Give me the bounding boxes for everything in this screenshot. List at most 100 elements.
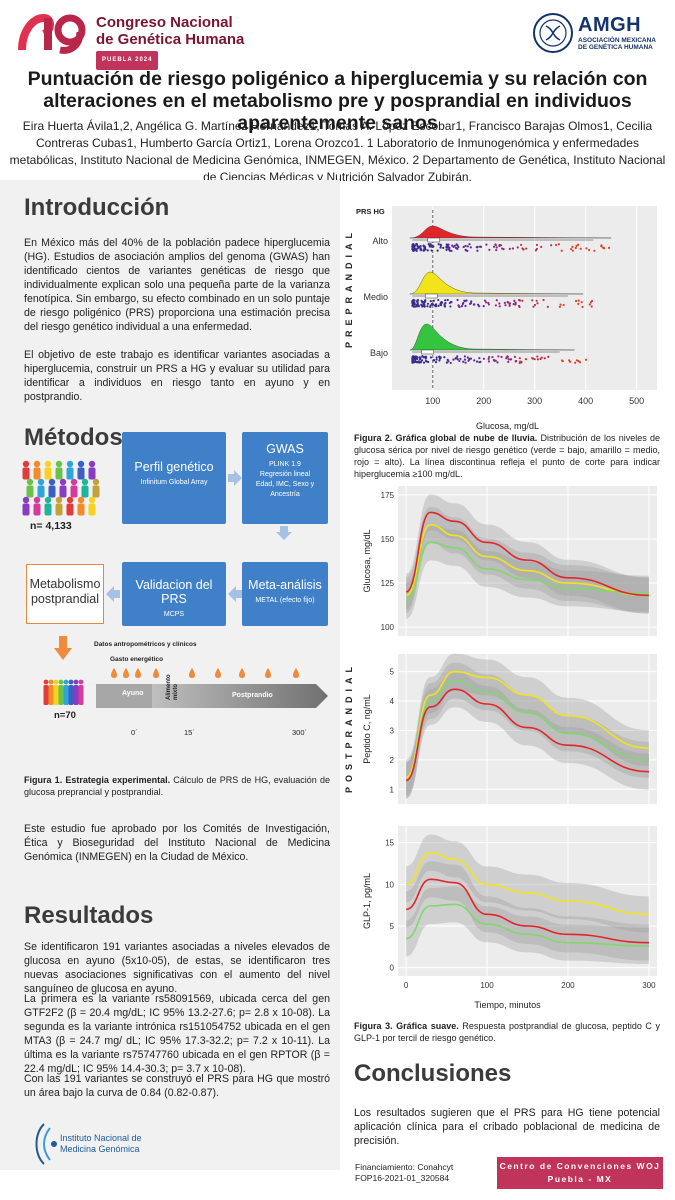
fig2-point (426, 302, 430, 305)
person-head (66, 460, 74, 468)
ethics-text: Este estudio fue aprobado por los Comité… (24, 823, 330, 863)
fig2-point (488, 248, 491, 251)
fig1-caption-bold: Figura 1. Estrategia experimental. (24, 775, 171, 785)
fig2-box (427, 237, 441, 243)
fig2-point (411, 248, 414, 251)
fig2-point (419, 356, 422, 359)
fig2-point (464, 304, 467, 308)
congress-line2: de Genética Humana (96, 31, 245, 48)
timeline-gasto: Gasto energético (110, 656, 164, 663)
fig2-raincloud-chart: 100 200 300 400 500 Alto Medio Bajo (363, 206, 657, 406)
fig2-point (524, 358, 528, 361)
timeline-t15: 15´ (184, 728, 195, 737)
fig2-point (577, 299, 580, 302)
fig3-ytick-label: 5 (390, 922, 395, 931)
fig2-point (476, 360, 479, 363)
person-body (22, 503, 30, 516)
venue-band: Centro de Convenciones WOJ Puebla - MX (497, 1157, 663, 1189)
fig2-point (593, 249, 596, 252)
fig2-point (446, 298, 449, 302)
fig2-point (485, 243, 488, 246)
drop-icon (111, 668, 117, 678)
fig2-point (450, 249, 453, 253)
fig2-point (468, 357, 471, 360)
fig2-point (446, 358, 449, 361)
venue-line2: Puebla - MX (547, 1174, 613, 1184)
fig2-point (600, 245, 603, 248)
person-body (48, 485, 56, 498)
fig2-point (506, 355, 509, 358)
person-body (66, 467, 74, 480)
fig2-point (419, 244, 422, 248)
drop-icon (265, 668, 271, 678)
fig3-ytick-label: 175 (381, 491, 395, 500)
timeline-alimento: Alimento mixto (166, 674, 179, 700)
fig2-point (439, 244, 443, 247)
fig2-point (516, 246, 519, 249)
fig2-point (412, 305, 415, 308)
fig2-point (503, 301, 506, 304)
fig2-point (513, 355, 517, 358)
conclusions-text: Los resultados sugieren que el PRS para … (354, 1107, 660, 1147)
fig2-point (443, 305, 447, 308)
fig2-point (478, 305, 481, 308)
fig2-point (462, 245, 465, 249)
fig2-point (454, 357, 457, 360)
person-head (48, 679, 54, 685)
fig2-point (435, 356, 438, 359)
fig2-point (456, 355, 459, 358)
fig3-xtick-label: 200 (561, 981, 575, 990)
fig1-caption: Figura 1. Estrategia experimental. Cálcu… (24, 774, 330, 798)
drop-icon (123, 668, 129, 678)
fig2-point (476, 303, 480, 306)
fig2-point (463, 358, 467, 361)
fig3-ytick-label: 4 (390, 697, 395, 706)
fig2-point (494, 304, 497, 307)
fig2-point (479, 245, 482, 248)
funding: Financiamiento: Conahcyt FOP16-2021-01_3… (355, 1162, 453, 1184)
fig2-xtick-label: 200 (476, 396, 491, 406)
fig2-point (420, 303, 423, 306)
congress-name: Congreso Nacional de Genética Humana PUE… (96, 14, 244, 70)
person-body (78, 685, 84, 705)
intro-heading: Introducción (24, 194, 170, 221)
fig2-point (590, 305, 593, 308)
fig2-point (495, 299, 498, 302)
fig2-point (415, 305, 418, 308)
fig2-point (411, 301, 414, 304)
fig2-point (452, 358, 455, 361)
fig2-point (443, 356, 446, 359)
box-perfil-genetico: Perfil genético Infinitum Global Array (122, 432, 226, 524)
timeline-diagram (96, 668, 328, 708)
fig2-point (456, 247, 459, 251)
results-heading: Resultados (24, 902, 154, 929)
fig2-point (514, 360, 517, 363)
fig2-point (574, 246, 577, 250)
intro-p2: El objetivo de este trabajo es identific… (24, 349, 330, 403)
timeline-postprandio: Postprandio (232, 692, 273, 699)
population-crowd-icon (22, 460, 100, 516)
fig2-xtick-label: 400 (578, 396, 593, 406)
timeline-ayuno: Ayuno (122, 690, 144, 697)
fig2-point (424, 355, 428, 358)
person-body (88, 503, 96, 516)
fig2-point (435, 358, 438, 361)
fig2-point (539, 357, 542, 361)
fig2-point (413, 358, 416, 361)
person-head (37, 478, 45, 486)
fig2-point (439, 246, 442, 249)
fig2-point (460, 305, 464, 308)
fig2-point (580, 300, 583, 304)
fig2-point (423, 246, 426, 250)
fig2-point (571, 249, 574, 252)
fig3-caption-bold: Figura 3. Gráfica suave. (354, 1021, 459, 1031)
inmegen-line2: Medicina Genómica (60, 1144, 140, 1154)
fig2-point (429, 245, 433, 248)
fig2-point (520, 361, 523, 364)
fig2-point (540, 245, 543, 248)
box-meta-sub: METAL (efecto fijo) (255, 597, 315, 604)
fig2-point (449, 361, 452, 365)
fig2-point (603, 247, 606, 250)
fig3-confidence-band (406, 834, 649, 933)
